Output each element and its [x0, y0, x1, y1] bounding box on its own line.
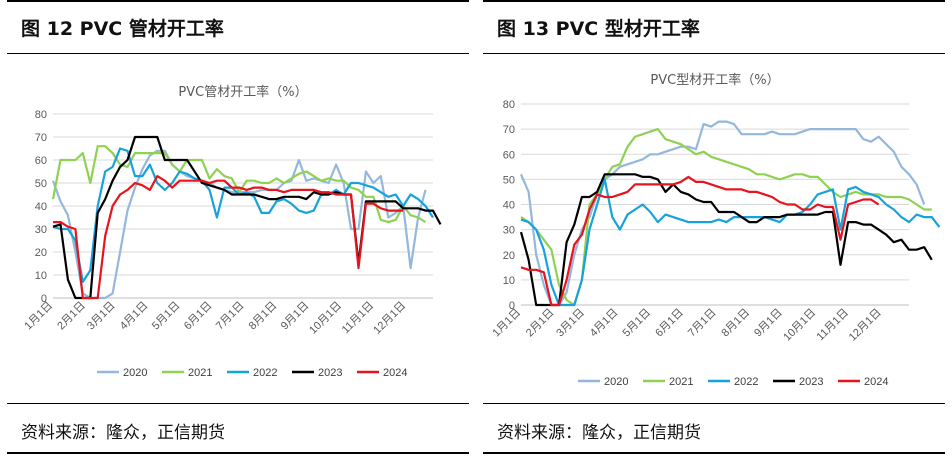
figure-title: 图 12 PVC 管材开工率: [21, 18, 224, 40]
series-line-2021: [520, 127, 932, 307]
legend-label-2021: 2021: [669, 376, 693, 388]
y-tick-label: 60: [503, 149, 515, 161]
figure-footer: 资料来源：隆众，正信期货: [483, 403, 945, 454]
x-tick-label: 5月1日: [621, 307, 654, 340]
legend-label-2024: 2024: [864, 376, 888, 388]
x-tick-label: 4月1日: [588, 307, 621, 340]
x-tick-label: 3月1日: [554, 307, 587, 340]
chart-title: PVC管材开工率（%）: [178, 84, 307, 100]
source-note: 资料来源：隆众，正信期货: [21, 423, 225, 443]
line-chart-profile: PVC型材开工率（%） 0 10 20 30 40 50 60 70 80 1月1日 2月1日3月1日…: [490, 72, 941, 388]
x-tick-label: 10月1日: [781, 307, 818, 344]
x-tick-label: 11月1日: [815, 307, 851, 343]
x-tick-label: 9月1日: [279, 300, 312, 333]
legend-label-2020: 2020: [604, 376, 628, 388]
x-tick-label: 3月1日: [85, 300, 118, 333]
series-line-2023: [519, 173, 933, 307]
y-tick-label: 0: [509, 300, 515, 312]
y-tick-label: 40: [503, 200, 515, 212]
y-tick-label: 20: [503, 250, 515, 262]
x-tick-label: 11月1日: [340, 300, 376, 336]
x-tick-label: 5月1日: [150, 300, 183, 333]
series-line-2021: [51, 145, 427, 224]
x-tick-label: 9月1日: [752, 307, 785, 340]
y-tick-label: 70: [35, 132, 47, 144]
x-tick-label: 1月1日: [490, 307, 523, 340]
x-tick-label: 6月1日: [653, 307, 686, 340]
legend-label-2022: 2022: [253, 367, 277, 379]
y-tick-label: 30: [35, 224, 47, 236]
y-tick-label: 70: [503, 124, 515, 136]
x-tick-label: 12月1日: [371, 300, 408, 337]
x-tick-label: 7月1日: [686, 307, 719, 340]
line-chart-pipe: PVC管材开工率（%） 0 10 20 30 40 50 60 70 80 1月1日 2月1日3月1日…: [22, 84, 442, 379]
chart-panel-left: 图 12 PVC 管材开工率 PVC管材开工率（%） 0 10 20 30 40 50 60 7…: [7, 0, 469, 459]
series-line-2024: [53, 174, 404, 300]
y-tick-label: 20: [35, 247, 47, 259]
x-tick-label: 10月1日: [307, 300, 344, 337]
figure-header: 图 12 PVC 管材开工率: [7, 0, 469, 54]
series-line-2024: [520, 175, 880, 307]
x-tick-label: 12月1日: [847, 307, 884, 344]
figure-footer: 资料来源：隆众，正信期货: [7, 403, 469, 454]
source-note: 资料来源：隆众，正信期货: [497, 423, 701, 443]
legend-label-2024: 2024: [383, 367, 407, 379]
legend-label-2021: 2021: [188, 367, 212, 379]
y-tick-label: 50: [35, 178, 47, 190]
legend-label-2023: 2023: [799, 376, 823, 388]
x-tick-label: 2月1日: [524, 307, 557, 340]
series-line-2022: [52, 147, 434, 283]
figure-title: 图 13 PVC 型材开工率: [497, 18, 700, 40]
series-line-2022: [520, 178, 941, 307]
x-tick-label: 1月1日: [22, 300, 55, 333]
figure-header: 图 13 PVC 型材开工率: [483, 0, 945, 54]
y-tick-label: 40: [35, 201, 47, 213]
chart-panel-right: 图 13 PVC 型材开工率 PVC型材开工率（%） 0 10 20 30 40 50 60 7…: [483, 0, 945, 459]
y-tick-label: 10: [35, 270, 47, 282]
x-tick-label: 6月1日: [182, 300, 215, 333]
x-tick-label: 8月1日: [719, 307, 752, 340]
legend-label-2022: 2022: [734, 376, 758, 388]
y-tick-label: 80: [35, 109, 47, 121]
y-tick-label: 50: [503, 174, 515, 186]
x-tick-label: 7月1日: [214, 300, 247, 333]
x-tick-label: 2月1日: [55, 300, 88, 333]
legend-label-2023: 2023: [318, 367, 342, 379]
y-tick-label: 0: [41, 293, 47, 305]
y-tick-label: 30: [503, 225, 515, 237]
legend-label-2020: 2020: [123, 367, 147, 379]
y-tick-label: 10: [503, 275, 515, 287]
x-tick-label: 8月1日: [247, 300, 280, 333]
x-tick-label: 4月1日: [118, 300, 151, 333]
series-line-2023: [52, 135, 442, 300]
chart-title: PVC型材开工率（%）: [650, 72, 779, 88]
y-tick-label: 60: [35, 155, 47, 167]
y-tick-label: 80: [503, 99, 515, 111]
